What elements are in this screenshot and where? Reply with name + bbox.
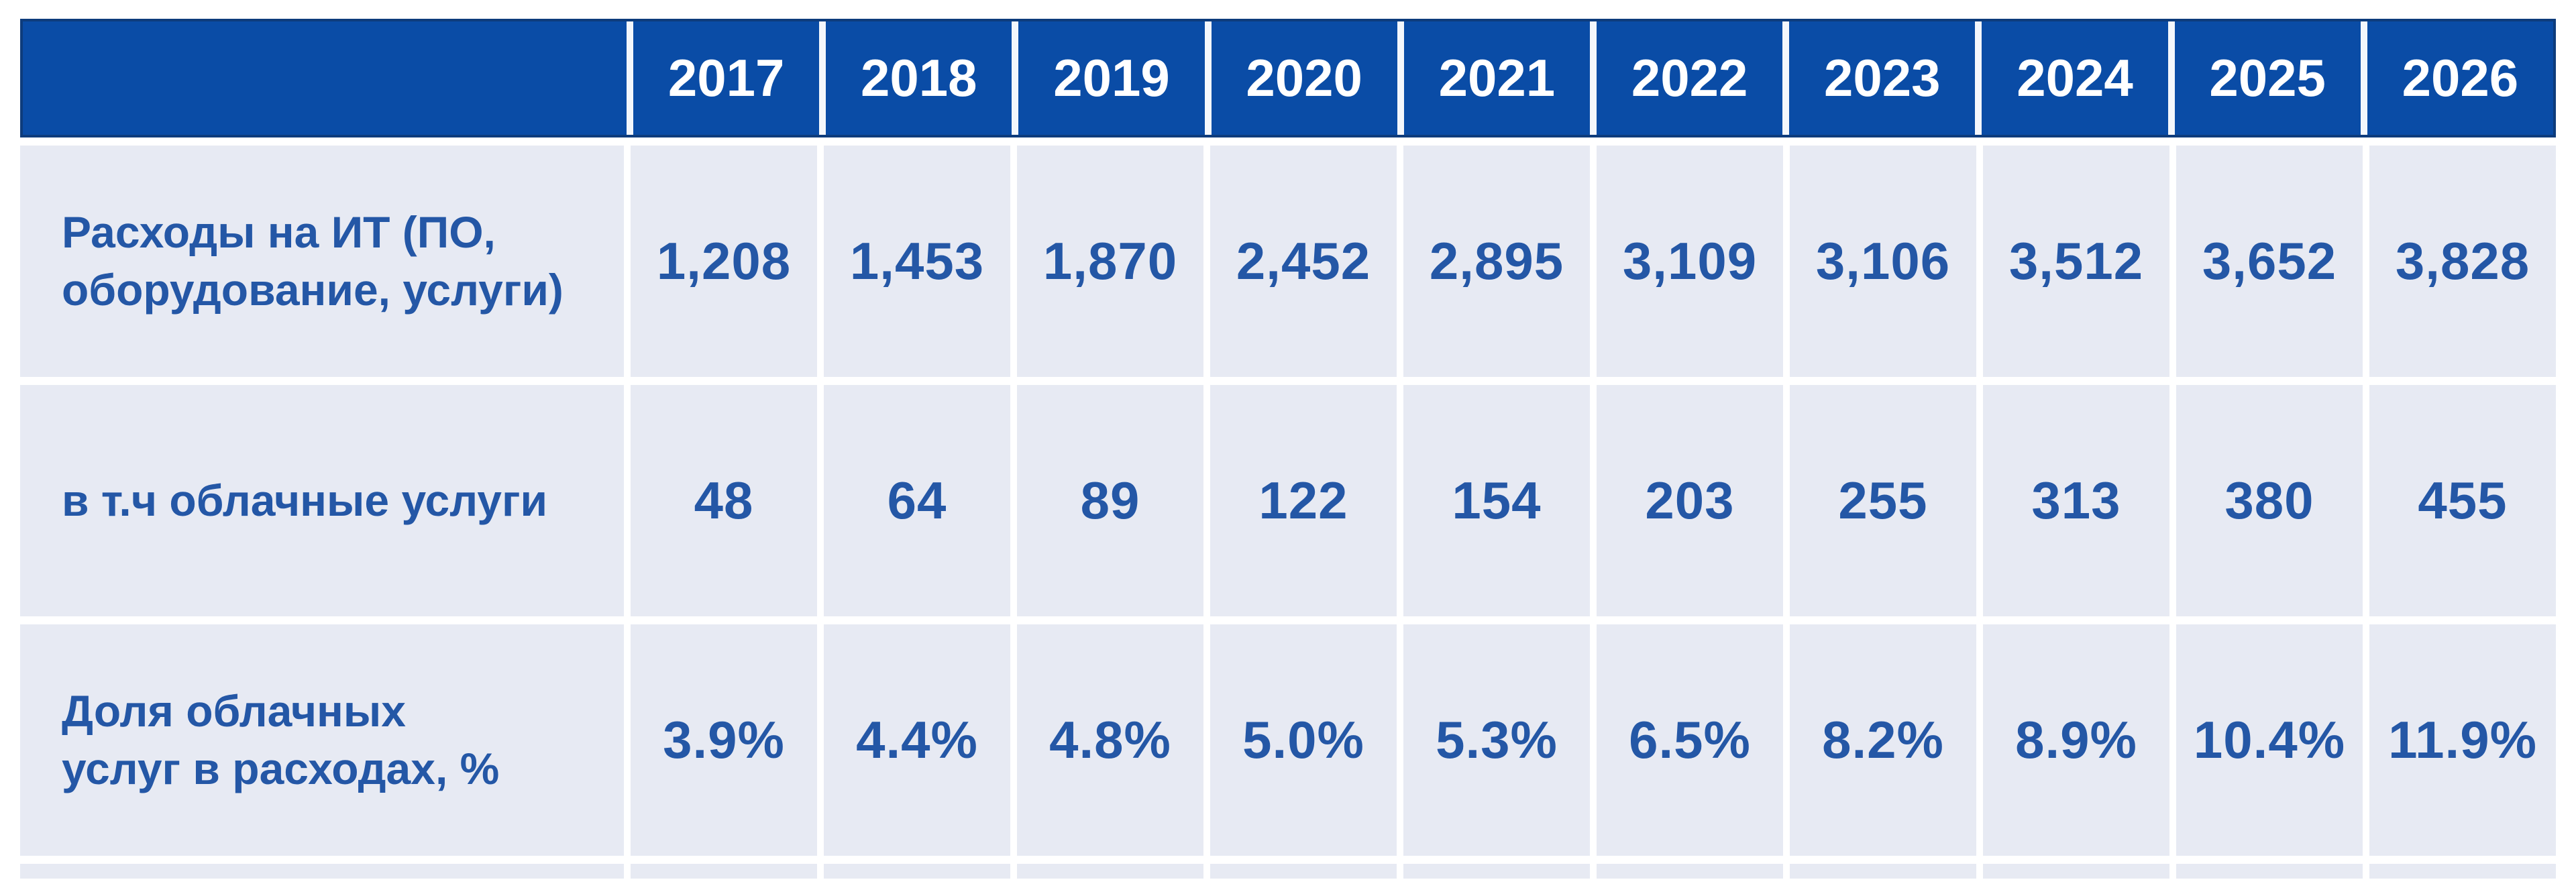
value-cell: 1,208: [631, 146, 817, 377]
header-year-2021: 2021: [1403, 21, 1590, 135]
value-cell: 122: [1210, 385, 1397, 616]
value-cell: 64: [824, 385, 1010, 616]
value-cell: 2,895: [1403, 146, 1590, 377]
cutoff-row-cell: [1983, 864, 2169, 879]
value-cell: 3,828: [2369, 146, 2556, 377]
value-cell: 8.9%: [1983, 624, 2169, 856]
value-cell: 2,452: [1210, 146, 1397, 377]
value-cell: 89: [1017, 385, 1203, 616]
cutoff-row-cell: [1210, 864, 1397, 879]
value-cell: 3,652: [2176, 146, 2363, 377]
value-cell: 3.9%: [631, 624, 817, 856]
value-cell: 3,106: [1790, 146, 1976, 377]
header-year-2019: 2019: [1018, 21, 1205, 135]
cutoff-row-cell: [1790, 864, 1976, 879]
cutoff-row-cell: [2176, 864, 2363, 879]
row-label: Доля облачных услуг в расходах, %: [20, 624, 624, 856]
cutoff-row-cell: [824, 864, 1010, 879]
value-cell: 1,453: [824, 146, 1010, 377]
value-cell: 255: [1790, 385, 1976, 616]
value-cell: 154: [1403, 385, 1590, 616]
value-cell: 8.2%: [1790, 624, 1976, 856]
row-label: в т.ч облачные услуги: [20, 385, 624, 616]
header-year-2017: 2017: [633, 21, 820, 135]
value-cell: 380: [2176, 385, 2363, 616]
header-year-2022: 2022: [1597, 21, 1783, 135]
header-year-2025: 2025: [2174, 21, 2361, 135]
value-cell: 11.9%: [2369, 624, 2556, 856]
value-cell: 4.4%: [824, 624, 1010, 856]
value-cell: 3,512: [1983, 146, 2169, 377]
header-year-2026: 2026: [2367, 21, 2553, 135]
it-spend-table: 2017 2018 2019 2020 2021 2022 2023 2024 2025 2026…: [20, 19, 2556, 879]
cutoff-row-cell: [1403, 864, 1590, 879]
value-cell: 4.8%: [1017, 624, 1203, 856]
header-year-2020: 2020: [1211, 21, 1397, 135]
cutoff-row-cell: [631, 864, 817, 879]
header-year-2018: 2018: [826, 21, 1012, 135]
value-cell: 313: [1983, 385, 2169, 616]
value-cell: 48: [631, 385, 817, 616]
cutoff-row-cell: [2369, 864, 2556, 879]
cutoff-row-cell: [1017, 864, 1203, 879]
header-corner-cell: [23, 21, 627, 135]
value-cell: 203: [1597, 385, 1783, 616]
cutoff-row-cell: [1597, 864, 1783, 879]
cutoff-row-cell: [20, 864, 624, 879]
value-cell: 3,109: [1597, 146, 1783, 377]
value-cell: 6.5%: [1597, 624, 1783, 856]
table-body: Расходы на ИТ (ПО, оборудование, услуги)…: [20, 146, 2556, 879]
header-year-2023: 2023: [1789, 21, 1976, 135]
value-cell: 1,870: [1017, 146, 1203, 377]
value-cell: 10.4%: [2176, 624, 2363, 856]
value-cell: 5.3%: [1403, 624, 1590, 856]
value-cell: 5.0%: [1210, 624, 1397, 856]
table-header-row: 2017 2018 2019 2020 2021 2022 2023 2024 2025 2026: [20, 19, 2556, 137]
row-label: Расходы на ИТ (ПО, оборудование, услуги): [20, 146, 624, 377]
header-year-2024: 2024: [1982, 21, 2168, 135]
value-cell: 455: [2369, 385, 2556, 616]
